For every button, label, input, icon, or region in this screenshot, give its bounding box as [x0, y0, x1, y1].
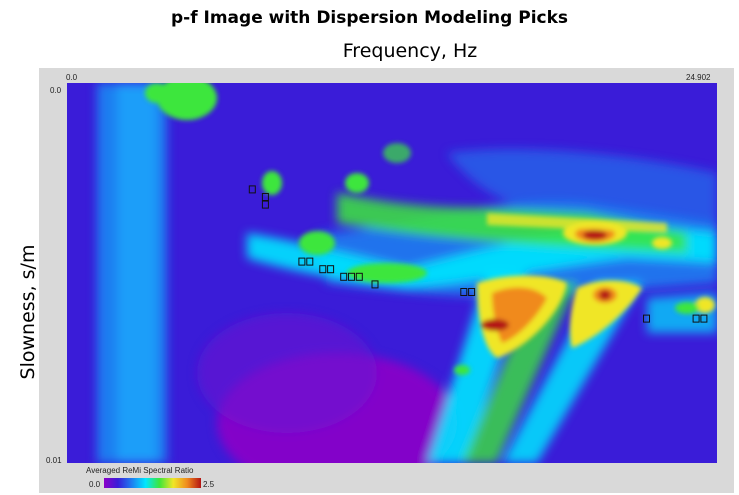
dispersion-picks	[248, 185, 708, 323]
colorbar-max-label: 2.5	[203, 480, 215, 489]
colorbar-title: Averaged ReMi Spectral Ratio	[86, 466, 194, 475]
chart-title: p-f Image with Dispersion Modeling Picks	[170, 8, 569, 28]
pick-marker	[468, 288, 476, 296]
x-tick-label-min: 0.0	[66, 73, 78, 82]
y-tick-label-max: 0.01	[46, 456, 62, 465]
colorbar-min-label: 0.0	[89, 480, 101, 489]
pick-marker	[261, 193, 269, 201]
y-tick-label-min: 0.0	[50, 86, 62, 95]
pick-marker	[371, 280, 379, 289]
pick-marker	[700, 314, 708, 323]
colorbar	[104, 478, 201, 488]
pick-marker	[327, 265, 335, 274]
pick-marker	[248, 185, 256, 194]
heatmap-image	[97, 83, 717, 463]
heatmap-plot	[67, 83, 717, 463]
pick-marker	[460, 288, 468, 296]
pick-marker	[692, 314, 700, 323]
pick-marker	[348, 272, 355, 281]
pick-marker	[298, 257, 306, 266]
x-tick-label-max: 24.902	[686, 73, 711, 82]
pick-marker	[261, 200, 269, 209]
pick-marker	[643, 314, 650, 323]
pick-marker	[306, 257, 314, 266]
y-axis-label: Slowness, s/m	[17, 244, 39, 380]
pick-marker	[340, 272, 348, 281]
pick-marker	[319, 265, 327, 274]
pick-marker	[355, 272, 363, 281]
x-axis-label: Frequency, Hz	[342, 40, 478, 62]
